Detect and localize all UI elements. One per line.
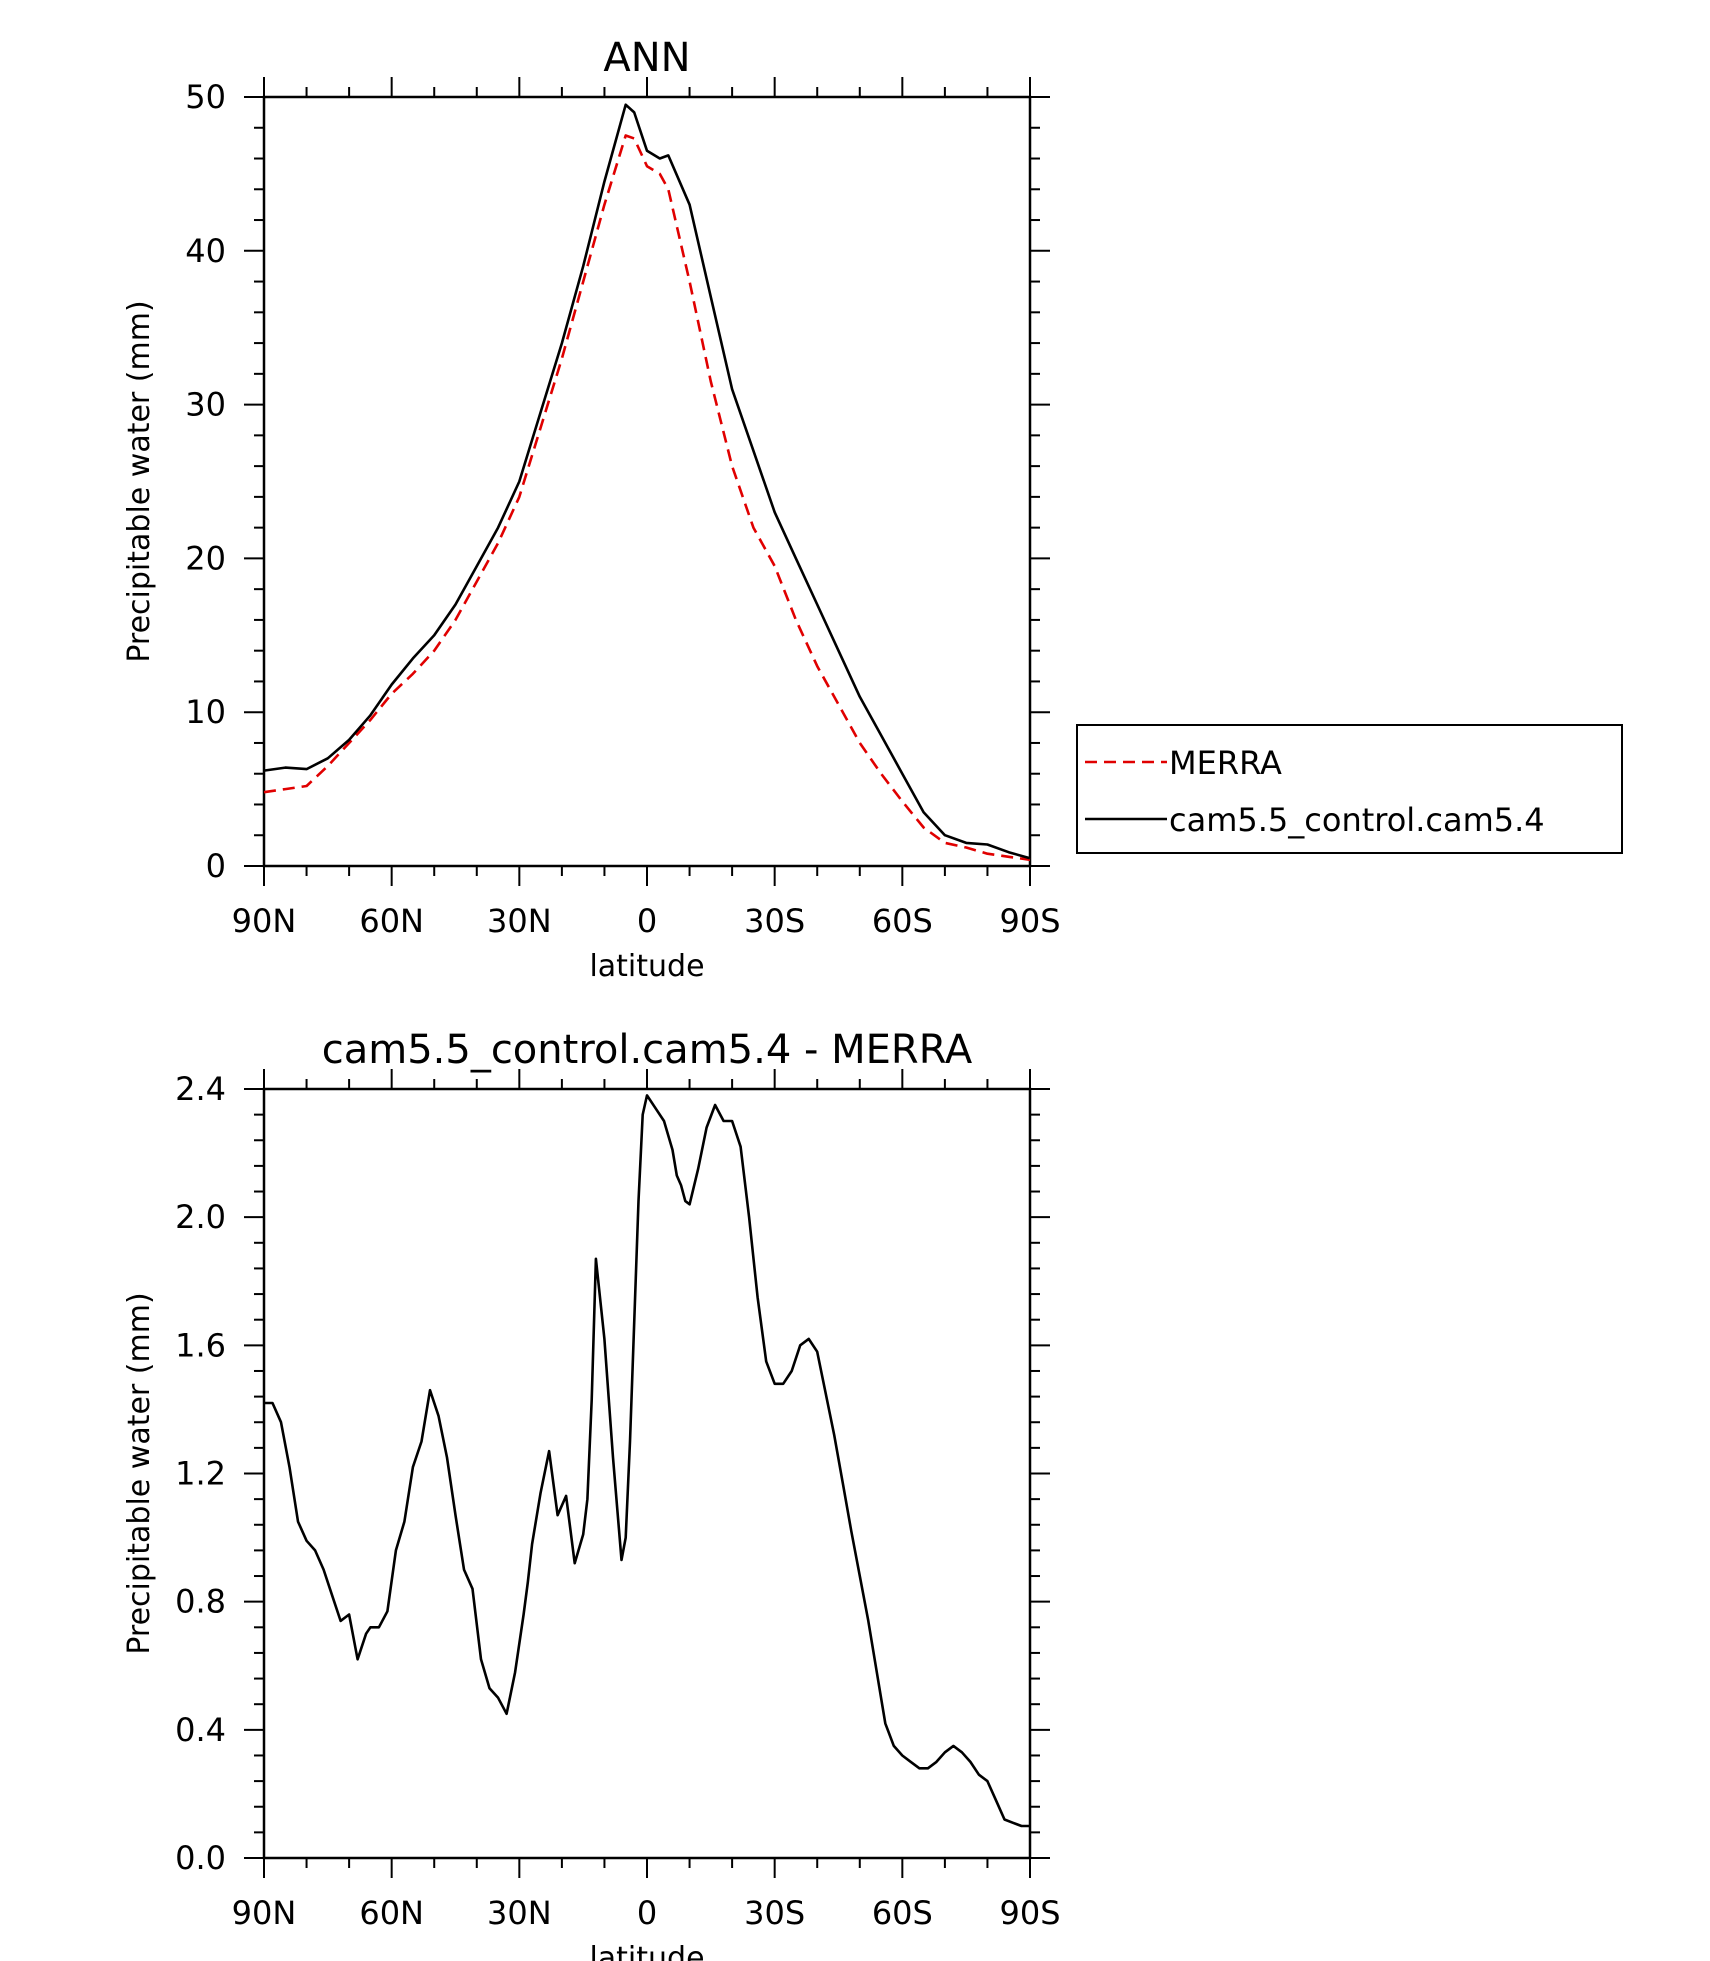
x-axis-label: latitude xyxy=(589,1941,704,1961)
y-tick-label: 1.6 xyxy=(175,1326,226,1364)
x-axis-label: latitude xyxy=(589,949,704,984)
series-line-1 xyxy=(263,103,1031,860)
x-tick-label: 30S xyxy=(744,1894,805,1932)
y-tick-label: 0 xyxy=(206,847,226,885)
chart-title: cam5.5_control.cam5.4 - MERRA xyxy=(322,1027,973,1073)
legend-label-1: cam5.5_control.cam5.4 xyxy=(1169,801,1545,839)
series-line-0 xyxy=(263,134,1031,862)
legend-box xyxy=(1076,724,1623,854)
x-tick-label: 60S xyxy=(872,1894,933,1932)
y-tick-label: 50 xyxy=(185,78,226,116)
x-tick-label: 30N xyxy=(487,902,552,940)
plot-frame xyxy=(262,1087,1032,1860)
y-tick-label: 0.0 xyxy=(175,1839,226,1877)
chart-panel-difference: cam5.5_control.cam5.4 - MERRA 0.0 0.4 0.8 1.… xyxy=(122,1027,1061,1961)
y-axis-label: Precipitable water (mm) xyxy=(122,1292,157,1654)
legend-label-0: MERRA xyxy=(1169,744,1282,782)
x-tick-label: 90N xyxy=(232,1894,297,1932)
y-tick-label: 40 xyxy=(185,232,226,270)
y-tick-label: 2.4 xyxy=(175,1070,226,1108)
x-tick-label: 0 xyxy=(637,902,657,940)
y-tick-label: 0.4 xyxy=(175,1711,226,1749)
x-tick-label: 60N xyxy=(359,902,424,940)
y-tick-label: 1.2 xyxy=(175,1455,226,1493)
x-tick-label: 60N xyxy=(359,1894,424,1932)
series-line-0 xyxy=(264,1094,1030,1828)
x-tick-label: 90N xyxy=(232,902,297,940)
x-tick-label: 90S xyxy=(999,902,1060,940)
y-tick-label: 30 xyxy=(185,386,226,424)
chart-panel-ann: ANN 0 10 20 30 40 50 90N 60N 30N 0 30S 60S 90S latitud… xyxy=(122,35,1623,984)
plot-frame xyxy=(262,95,1032,868)
y-tick-label: 10 xyxy=(185,693,226,731)
x-tick-label: 90S xyxy=(999,1894,1060,1932)
x-tick-label: 0 xyxy=(637,1894,657,1932)
y-tick-label: 0.8 xyxy=(175,1583,226,1621)
x-tick-label: 30S xyxy=(744,902,805,940)
y-tick-label: 20 xyxy=(185,539,226,577)
x-tick-label: 60S xyxy=(872,902,933,940)
x-tick-label: 30N xyxy=(487,1894,552,1932)
y-tick-label: 2.0 xyxy=(175,1198,226,1236)
chart-title: ANN xyxy=(603,35,690,81)
y-axis-label: Precipitable water (mm) xyxy=(122,300,157,662)
